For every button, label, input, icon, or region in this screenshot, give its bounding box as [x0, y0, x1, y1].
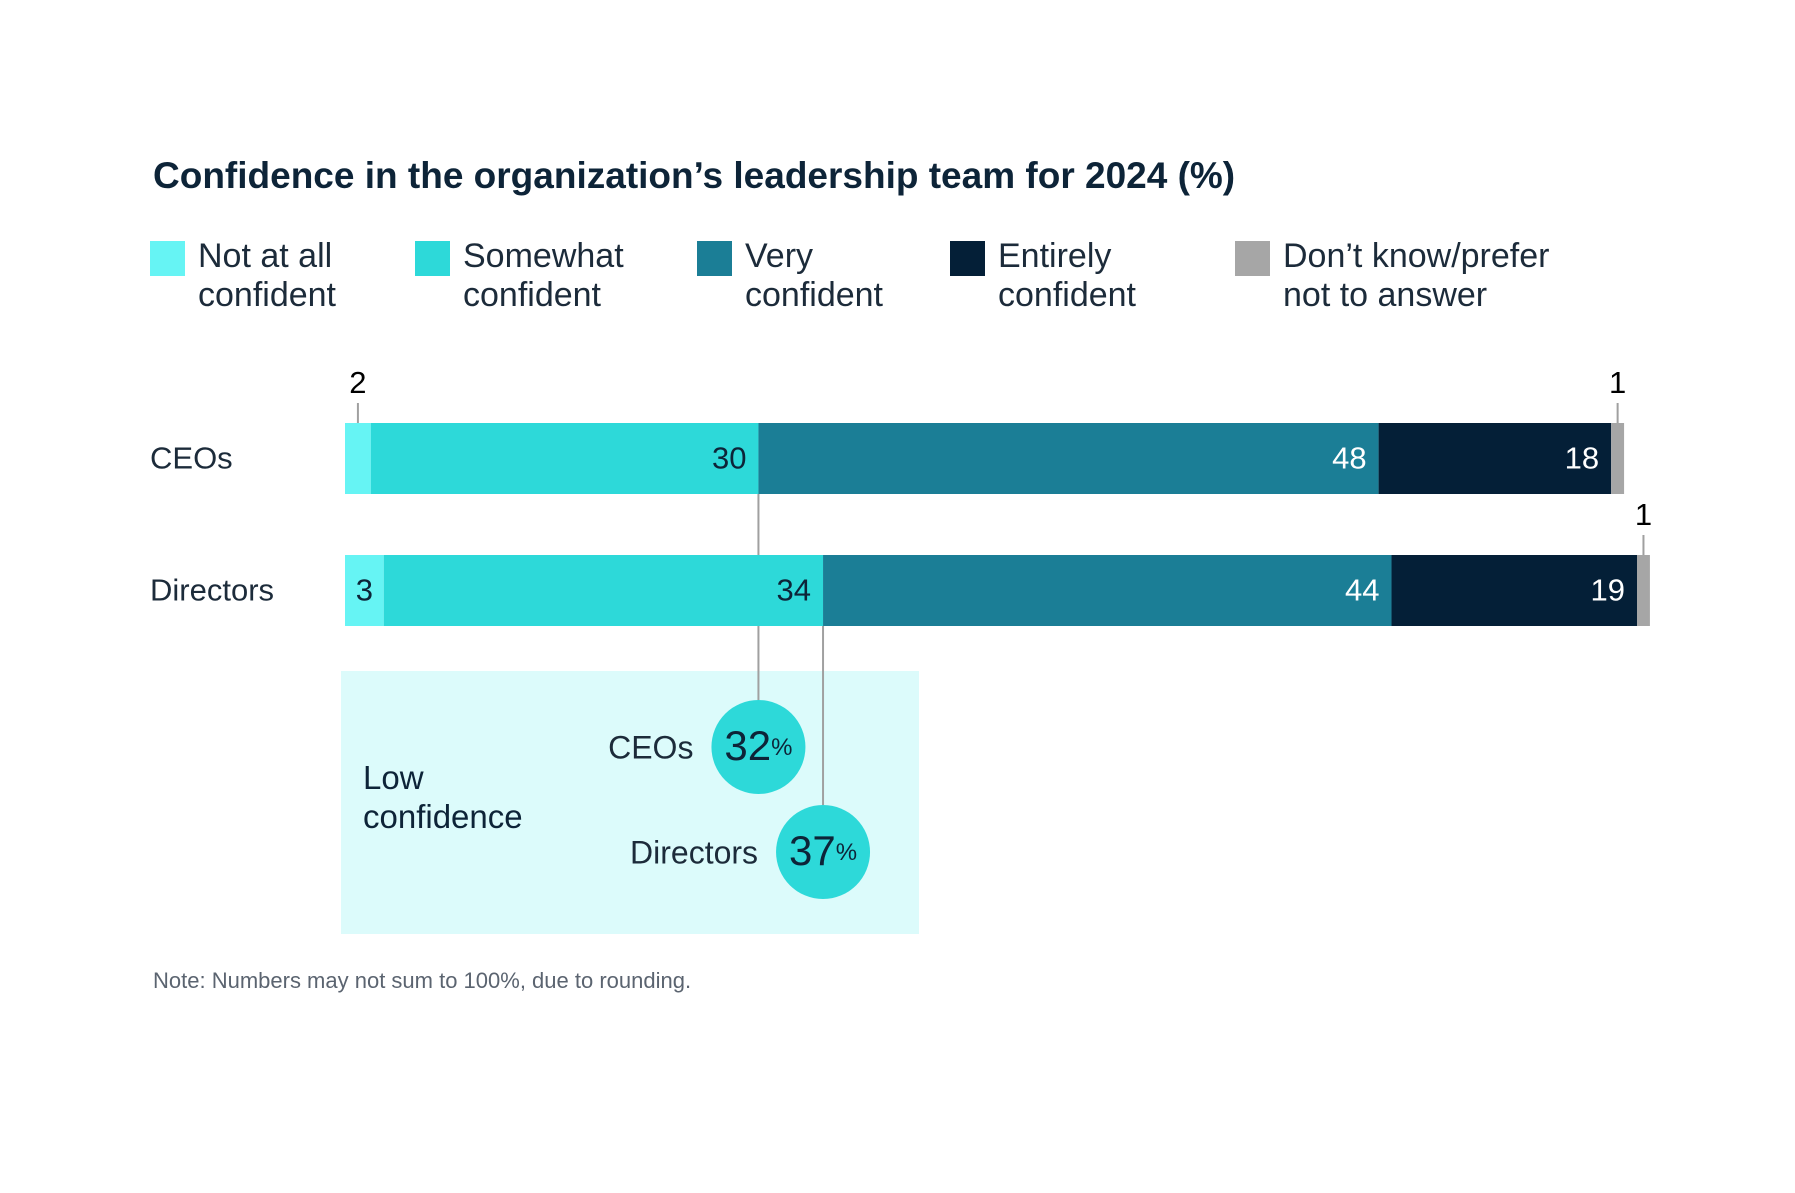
legend-swatch — [950, 241, 985, 276]
annotation-circle — [711, 700, 806, 794]
chart-title: Confidence in the organization’s leaders… — [153, 155, 1235, 196]
bar-segment — [823, 555, 1392, 626]
bar-segment — [345, 423, 371, 494]
annotation-value: 32% — [724, 722, 792, 769]
value-label: 1 — [1609, 365, 1626, 400]
legend-label: Entirely confident — [998, 237, 1136, 314]
legend-swatch — [150, 241, 185, 276]
legend-label: Somewhat confident — [463, 237, 624, 314]
bar-segment — [1637, 555, 1650, 626]
category-label: CEOs — [150, 441, 233, 476]
bar-segment — [1391, 555, 1637, 626]
value-label: 34 — [777, 573, 811, 608]
bar-segment — [1611, 423, 1625, 494]
legend-label: Don’t know/prefer not to answer — [1283, 237, 1550, 314]
bar-segment — [370, 423, 759, 494]
annotation-unit: % — [836, 839, 857, 866]
annotation-number: 37 — [789, 827, 836, 874]
note: Note: Numbers may not sum to 100%, due t… — [153, 968, 691, 993]
annotation-value: 37% — [789, 827, 857, 874]
annotation-label: Directors — [630, 834, 758, 870]
legend-label: Very confident — [745, 237, 883, 314]
legend-swatch — [1235, 241, 1270, 276]
annotation-number: 32 — [724, 722, 771, 769]
value-label: 3 — [356, 573, 373, 608]
bar-segment — [758, 423, 1379, 494]
value-label: 48 — [1332, 441, 1366, 476]
legend-label: Not at all confident — [198, 237, 336, 314]
legend-swatch — [697, 241, 732, 276]
value-label: 44 — [1345, 573, 1379, 608]
bar-segment — [1378, 423, 1612, 494]
annotation-label: CEOs — [608, 729, 693, 765]
value-label: 30 — [712, 441, 746, 476]
bar-segment — [383, 555, 824, 626]
value-label: 18 — [1565, 441, 1599, 476]
value-label: 19 — [1591, 573, 1625, 608]
value-label: 1 — [1635, 497, 1652, 532]
category-label: Directors — [150, 573, 274, 608]
annotation-unit: % — [771, 734, 792, 761]
annotation-title: Low confidence — [363, 759, 523, 835]
annotation-circle — [776, 805, 871, 899]
legend-swatch — [415, 241, 450, 276]
bar-segment — [345, 555, 384, 626]
value-label: 2 — [349, 365, 366, 400]
